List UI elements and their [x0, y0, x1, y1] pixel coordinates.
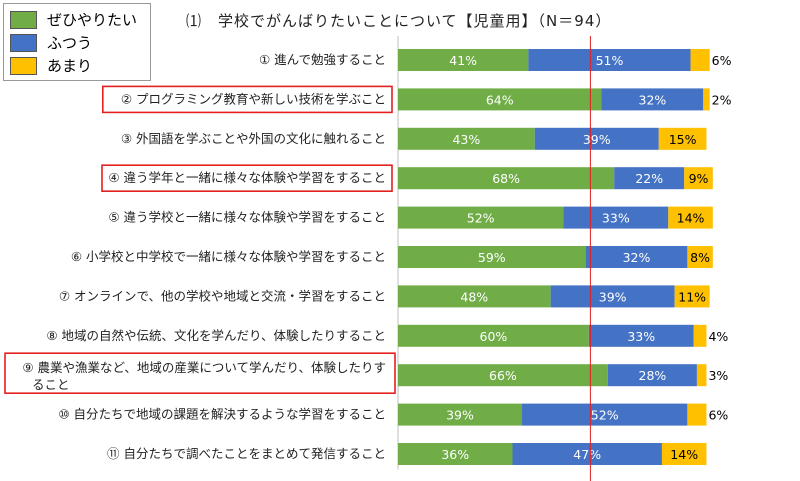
bar-segment-futsuu: [512, 443, 662, 465]
bar-segment-futsuu: [534, 127, 659, 150]
bar-segment-futsuu: [550, 285, 675, 308]
data-label-amari: 11%: [678, 289, 706, 304]
data-label-futsuu: 47%: [573, 447, 601, 462]
bar-segment-amari: [703, 88, 710, 111]
legend-item-zehi: ぜひやりたい: [10, 8, 150, 31]
data-label-zehi: 60%: [480, 329, 508, 344]
data-label-futsuu: 28%: [639, 368, 667, 383]
category-label: ⑩ 自分たちで地域の課題を解決するような学習をすること: [58, 407, 386, 422]
data-label-zehi: 43%: [452, 132, 480, 147]
data-label-futsuu: 52%: [591, 408, 619, 423]
data-label-futsuu: 22%: [635, 171, 663, 186]
highlight-box: [101, 164, 393, 192]
category-label: ⑧ 地域の自然や伝統、文化を学んだり、体験したりすること: [46, 328, 386, 343]
data-label-amari: 6%: [712, 53, 732, 68]
data-label-zehi: 48%: [460, 289, 488, 304]
bar-segment-zehi: [398, 403, 523, 426]
legend-swatch-futsuu: [10, 33, 37, 52]
bar-segment-zehi: [398, 167, 615, 190]
bar-segment-amari: [661, 443, 707, 465]
data-label-zehi: 68%: [492, 171, 520, 186]
legend-swatch-zehi: [10, 10, 37, 29]
highlight-box: [102, 85, 393, 114]
category-label: ⑨ 農業や漁業など、地域の産業について学んだり、体験したりす: [22, 360, 386, 375]
category-label: ⑦ オンラインで、他の学校や地域と交流・学習をすること: [59, 288, 386, 303]
data-label-futsuu: 32%: [639, 92, 667, 107]
category-label: ⑤ 違う学校と一緒に様々な体験や学習をすること: [108, 210, 386, 225]
bar-segment-amari: [693, 324, 707, 347]
data-label-amari: 6%: [708, 408, 728, 423]
bar-segment-futsuu: [588, 324, 694, 347]
bar-segment-amari: [687, 246, 713, 268]
bar-segment-zehi: [398, 324, 589, 347]
data-label-futsuu: 33%: [627, 329, 655, 344]
bar-segment-zehi: [398, 49, 529, 71]
data-label-amari: 4%: [708, 329, 728, 344]
category-label: ⑥ 小学校と中学校で一緒に様々な体験や学習をすること: [71, 249, 386, 264]
data-label-amari: 3%: [708, 368, 728, 383]
chart-legend: ぜひやりたい ふつう あまり: [3, 3, 151, 81]
data-label-amari: 2%: [712, 92, 732, 107]
data-label-futsuu: 32%: [623, 250, 651, 265]
bar-segment-futsuu: [528, 49, 691, 71]
data-label-amari: 14%: [677, 211, 705, 226]
data-label-futsuu: 33%: [602, 211, 630, 226]
data-label-zehi: 52%: [467, 211, 495, 226]
bar-segment-futsuu: [522, 403, 688, 426]
highlight-box: [4, 352, 396, 395]
bar-segment-amari: [668, 206, 713, 229]
bar-segment-zehi: [398, 364, 608, 387]
bar-segment-futsuu: [601, 88, 704, 111]
bar-segment-amari: [674, 285, 710, 308]
data-label-amari: 8%: [690, 250, 710, 265]
bar-segment-amari: [658, 127, 707, 150]
data-label-futsuu: 39%: [599, 289, 627, 304]
data-label-futsuu: 51%: [596, 53, 624, 68]
category-label: ③ 外国語を学ぶことや外国の文化に触れること: [121, 131, 386, 146]
bar-segment-futsuu: [563, 206, 669, 229]
data-label-zehi: 41%: [449, 53, 477, 68]
bar-segment-zehi: [398, 443, 513, 465]
legend-label-amari: あまり: [47, 57, 93, 75]
bar-segment-zehi: [398, 246, 586, 268]
bar-segment-zehi: [398, 285, 551, 308]
legend-swatch-amari: [10, 56, 37, 75]
legend-label-zehi: ぜひやりたい: [47, 11, 138, 29]
bar-segment-amari: [684, 167, 713, 190]
bar-segment-futsuu: [614, 167, 685, 190]
chart-title: ⑴ 学校でがんばりたいことについて【児童用】（N＝94）: [186, 12, 612, 30]
category-label: ⑪ 自分たちで調べたことをまとめて発信すること: [107, 446, 386, 461]
bar-segment-amari: [696, 364, 707, 387]
category-label: ② プログラミング教育や新しい技術を学ぶこと: [121, 91, 386, 106]
data-label-zehi: 59%: [478, 250, 506, 265]
category-label: ④ 違う学年と一緒に様々な体験や学習をすること: [108, 170, 386, 185]
legend-label-futsuu: ふつう: [47, 34, 93, 52]
bar-segment-zehi: [398, 88, 602, 111]
bar-segment-futsuu: [607, 364, 697, 387]
bar-segment-amari: [687, 403, 707, 426]
legend-item-futsuu: ふつう: [10, 31, 150, 54]
bar-segment-amari: [690, 49, 710, 71]
data-label-zehi: 36%: [441, 447, 469, 462]
data-label-amari: 15%: [669, 132, 697, 147]
category-label: ① 進んで勉強すること: [259, 52, 386, 67]
legend-item-amari: あまり: [10, 54, 150, 77]
category-label: ること: [32, 377, 70, 392]
data-label-zehi: 64%: [486, 92, 514, 107]
bar-segment-zehi: [398, 127, 535, 150]
data-label-futsuu: 39%: [583, 132, 611, 147]
data-label-zehi: 66%: [489, 368, 517, 383]
bar-segment-futsuu: [585, 246, 688, 268]
data-label-amari: 14%: [670, 447, 698, 462]
data-label-zehi: 39%: [446, 408, 474, 423]
data-label-amari: 9%: [689, 171, 709, 186]
bar-segment-zehi: [398, 206, 564, 229]
